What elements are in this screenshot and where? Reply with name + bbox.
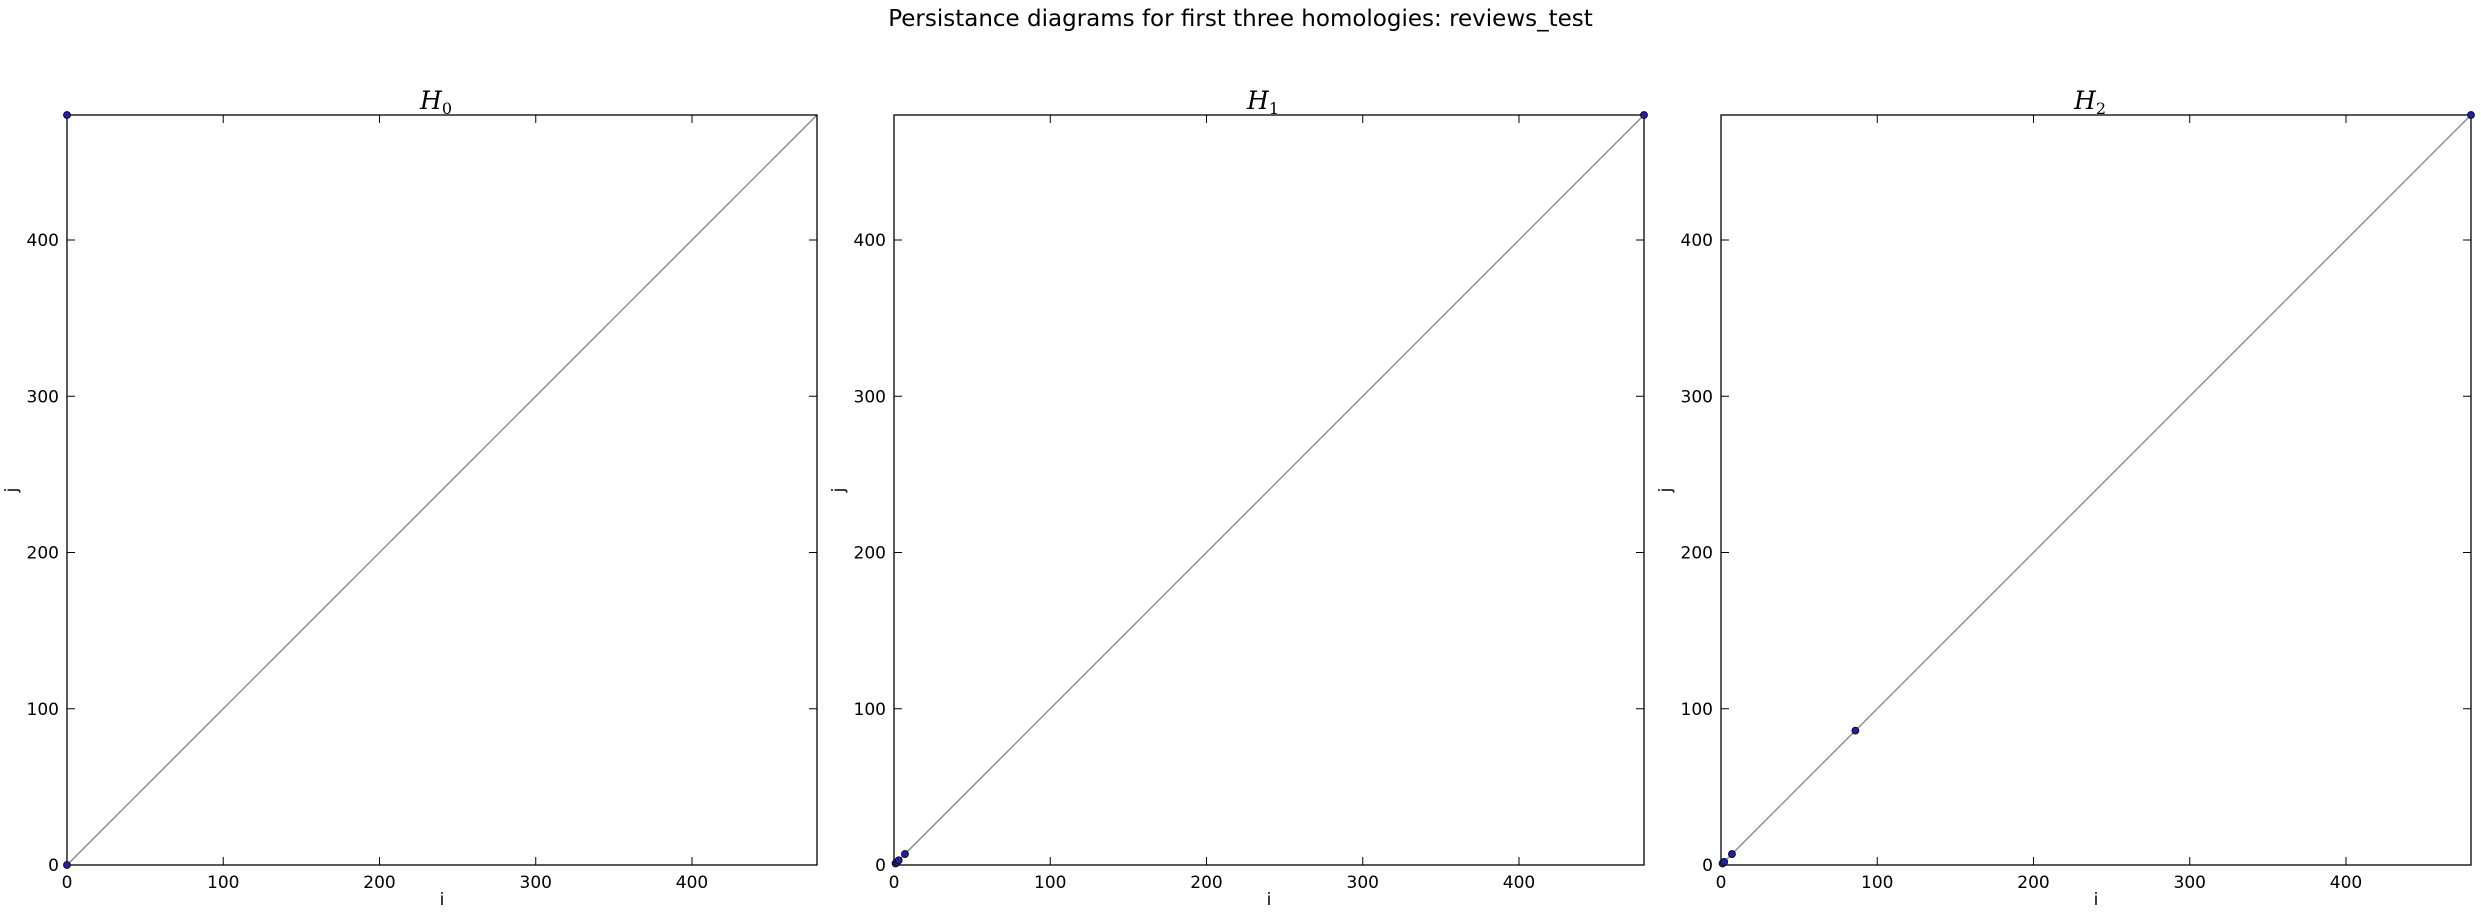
x-tick-label: 100 (1861, 873, 1893, 893)
y-tick-label: 400 (854, 231, 886, 251)
panel-h1: 0 100 200 300 400 0 100 200 300 400 i j H1 (829, 86, 1648, 910)
data-point (1640, 111, 1648, 119)
data-point (2467, 111, 2475, 119)
y-tick-label: 200 (27, 544, 59, 564)
x-axis-label: i (1267, 890, 1272, 910)
diagonal-line (1720, 114, 2472, 866)
data-point (1728, 850, 1736, 858)
y-tick-label: 200 (1681, 544, 1713, 564)
axes-frame (893, 114, 1645, 866)
x-tick-label: 300 (2174, 873, 2206, 893)
y-tick-label: 300 (27, 387, 59, 407)
data-point (1851, 726, 1860, 735)
x-tick-label: 100 (207, 873, 239, 893)
x-tick-label: 400 (1503, 873, 1535, 893)
y-tick-label: 0 (875, 856, 886, 876)
panel-title: H1 (1246, 86, 1279, 118)
data-point (63, 111, 71, 119)
data-point (894, 856, 903, 865)
x-tick-label: 100 (1034, 873, 1066, 893)
y-tick-label: 100 (854, 700, 886, 720)
y-tick-label: 300 (1681, 387, 1713, 407)
x-axis-label: i (2094, 890, 2099, 910)
y-tick-label: 0 (48, 856, 59, 876)
y-axis-label: j (2, 488, 22, 494)
figure-title: Persistance diagrams for first three hom… (888, 6, 1593, 32)
y-tick-label: 400 (27, 231, 59, 251)
x-tick-label: 400 (676, 873, 708, 893)
diagonal-line (893, 114, 1645, 866)
x-tick-label: 300 (520, 873, 552, 893)
axes-frame (1720, 114, 2472, 866)
y-tick-label: 200 (854, 544, 886, 564)
panel-h2: 0 100 200 300 400 0 100 200 300 400 i j H2 (1656, 86, 2475, 910)
x-tick-label: 0 (62, 873, 73, 893)
data-point (901, 850, 909, 858)
y-tick-label: 300 (854, 387, 886, 407)
y-tick-label: 0 (1702, 856, 1713, 876)
y-tick-label: 400 (1681, 231, 1713, 251)
x-tick-label: 200 (363, 873, 395, 893)
axes-frame (66, 114, 818, 866)
x-tick-label: 200 (1190, 873, 1222, 893)
x-tick-label: 200 (2017, 873, 2049, 893)
y-tick-label: 100 (1681, 700, 1713, 720)
data-point (1720, 857, 1729, 866)
y-axis-label: j (1656, 488, 1676, 494)
panel-h0: 0 100 200 300 400 0 100 200 300 400 i j H0 (2, 86, 818, 910)
panel-title: H2 (2073, 86, 2106, 118)
x-tick-label: 400 (2330, 873, 2362, 893)
x-axis-label: i (440, 890, 445, 910)
x-tick-label: 300 (1347, 873, 1379, 893)
data-point (63, 861, 71, 869)
diagonal-line (66, 114, 818, 866)
x-tick-label: 0 (889, 873, 900, 893)
y-tick-label: 100 (27, 700, 59, 720)
x-tick-label: 0 (1716, 873, 1727, 893)
y-axis-label: j (829, 488, 849, 494)
panel-title: H0 (419, 86, 452, 118)
